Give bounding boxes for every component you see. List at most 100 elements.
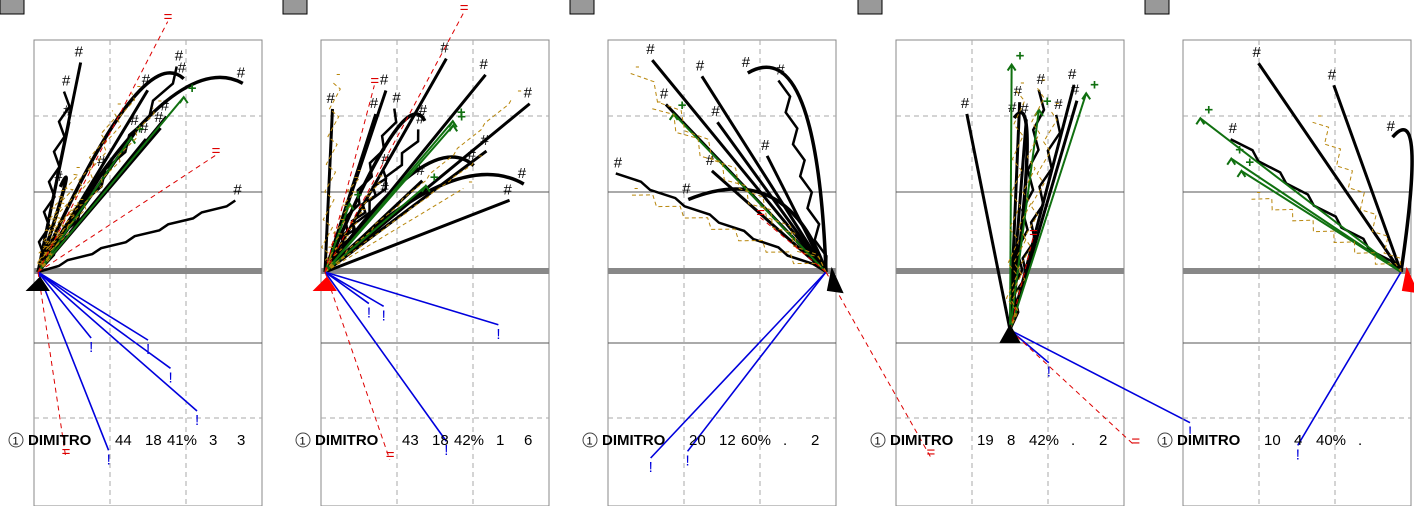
hit-marker-hash: # — [1068, 66, 1077, 83]
hit-marker-hash: # — [416, 110, 425, 127]
stat-value: 20 — [689, 432, 706, 449]
panel-number-label: 1 — [875, 436, 881, 448]
hit-path-green — [324, 124, 454, 273]
arrowhead-green — [344, 201, 355, 211]
hit-marker-hash: # — [1014, 83, 1023, 100]
hit-marker-bang: ! — [496, 326, 500, 343]
panel-number-label: 1 — [300, 436, 306, 448]
hit-marker-plus: + — [1235, 142, 1244, 159]
hit-marker-hash: # — [660, 85, 669, 102]
hit-marker-hash: # — [480, 56, 489, 73]
stat-value: 42% — [454, 432, 484, 449]
hit-marker-hash: # — [380, 179, 389, 196]
hit-marker-dash: - — [79, 191, 83, 206]
stat-value: 40% — [1316, 432, 1346, 449]
arrowhead-green — [1195, 116, 1206, 125]
arrowhead-green — [448, 123, 459, 132]
hit-path-gold — [37, 110, 118, 273]
hit-marker-hash: # — [63, 103, 72, 120]
hit-marker-bang: ! — [367, 305, 371, 322]
player-name: DIMITRO — [1177, 432, 1241, 449]
stat-value: 44 — [115, 432, 132, 449]
stat-value: 8 — [1007, 432, 1015, 449]
hit-path-green — [1199, 117, 1402, 273]
hit-marker-hash: # — [614, 154, 623, 171]
hit-marker-hash: # — [142, 71, 151, 88]
hit-path-blue — [324, 271, 447, 442]
hit-marker-hash: # — [1071, 82, 1080, 99]
hit-marker-hash: # — [1229, 120, 1238, 137]
panel-tab — [1144, 0, 1170, 15]
stat-value: 3 — [209, 432, 217, 449]
hit-path-red — [825, 271, 931, 458]
hit-path-gold — [324, 97, 513, 273]
hit-marker-dash: - — [76, 159, 80, 174]
hit-marker-dash: - — [379, 168, 383, 183]
hit-marker-dash: - — [1041, 71, 1045, 86]
hit-marker-dash: - — [468, 173, 472, 188]
panel-tab — [569, 0, 595, 15]
stat-value: 10 — [1264, 432, 1281, 449]
panel-number-badge — [8, 432, 24, 448]
hit-path-blue — [1297, 271, 1402, 446]
hit-path-green — [37, 96, 185, 273]
hit-path-blue — [650, 271, 827, 459]
hit-path-gold — [630, 72, 827, 273]
hit-path-curve — [36, 175, 68, 273]
arrowhead-green — [126, 135, 137, 145]
hit-path-curve — [36, 75, 244, 273]
hit-marker-equals: = — [370, 72, 379, 89]
panel-number-label: 1 — [1162, 436, 1168, 448]
stat-value: 2 — [1099, 432, 1107, 449]
batter-marker — [1401, 266, 1414, 293]
hit-path-line — [765, 155, 828, 273]
hit-marker-equals: = — [212, 142, 221, 159]
hit-marker-hash: # — [761, 137, 770, 154]
panel-tab — [0, 0, 25, 15]
hit-marker-hash: # — [961, 95, 970, 112]
hit-marker-bang: ! — [1047, 364, 1051, 381]
panel-tab — [282, 0, 308, 15]
hit-marker-equals: = — [386, 447, 395, 464]
panel-number-badge — [870, 432, 886, 448]
hit-marker-plus: + — [457, 104, 466, 121]
hit-marker-hash: # — [1252, 44, 1261, 61]
hit-marker-dash: - — [517, 83, 521, 98]
stat-value: 41% — [167, 432, 197, 449]
hit-marker-dash: - — [336, 66, 340, 81]
stat-value: 1 — [496, 432, 504, 449]
arrowhead-green — [1081, 91, 1092, 100]
hit-path-red — [37, 271, 67, 457]
hit-marker-hash: # — [237, 64, 246, 81]
hit-marker-bang: ! — [89, 339, 93, 356]
grey-band — [34, 268, 262, 274]
hit-marker-plus: + — [354, 187, 363, 204]
hit-path-line — [36, 121, 71, 273]
hit-path-curve — [687, 187, 828, 273]
hit-path-gold — [1312, 121, 1402, 273]
hit-marker-plus: + — [135, 121, 144, 138]
stat-value: 42% — [1029, 432, 1059, 449]
chart-panel-2: ################++++------!!!!===1DIMITR… — [282, 0, 550, 506]
hit-marker-equals: = — [756, 204, 765, 221]
hit-path-blue — [1009, 329, 1191, 424]
hit-path-gold — [651, 108, 827, 273]
hit-path-gold — [324, 162, 474, 273]
hit-marker-bang: ! — [444, 442, 448, 459]
hit-marker-dash: - — [635, 58, 639, 73]
hit-marker-dash: - — [61, 182, 65, 197]
hit-path-line — [1257, 62, 1403, 273]
hit-marker-dash: - — [1020, 75, 1024, 90]
hit-marker-plus: + — [678, 97, 687, 114]
hit-path-green — [673, 113, 827, 273]
hit-marker-bang: ! — [107, 451, 111, 468]
hit-marker-hash: # — [419, 102, 428, 119]
hit-path-gold — [37, 107, 155, 273]
hit-path-line — [710, 169, 827, 274]
hit-marker-dash: - — [657, 94, 661, 109]
hit-marker-dash: - — [357, 162, 361, 177]
hit-path-gold — [1009, 109, 1058, 331]
stat-value: 19 — [977, 432, 994, 449]
hit-path-curve — [1391, 128, 1414, 273]
